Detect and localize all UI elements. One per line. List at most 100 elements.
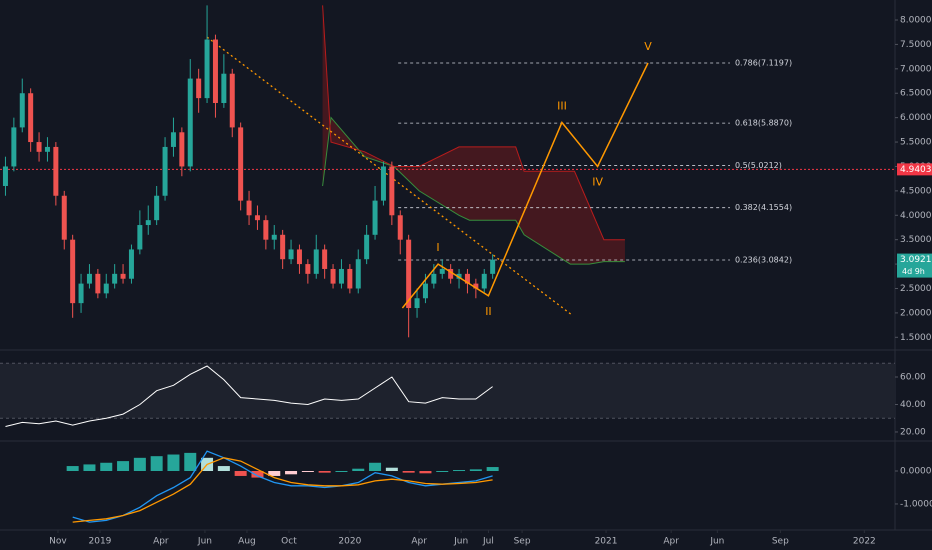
candle-body xyxy=(95,273,101,294)
price-line-label: 4.9403 xyxy=(900,165,932,175)
macd-line xyxy=(72,450,493,523)
candle-body xyxy=(456,273,462,279)
candle-body xyxy=(347,268,353,289)
candle-body xyxy=(322,249,328,269)
candle-body xyxy=(380,166,386,201)
candle-body xyxy=(406,239,412,309)
x-tick-label: Sep xyxy=(514,537,531,547)
signal-line xyxy=(72,457,493,523)
wave-label: III xyxy=(557,100,567,113)
candle-body xyxy=(338,268,344,284)
candle-body xyxy=(490,259,496,274)
y-tick-label: 4.0000 xyxy=(900,211,932,221)
x-tick-label: Aug xyxy=(238,537,256,547)
candle-body xyxy=(11,127,17,167)
x-tick-label: 2020 xyxy=(338,537,361,547)
candle-body xyxy=(28,93,34,143)
y-tick-label: 7.0000 xyxy=(900,64,932,74)
x-tick-label: Jun xyxy=(453,537,468,547)
macd-histogram-bar xyxy=(167,454,180,472)
candle-body xyxy=(196,78,202,99)
candle-body xyxy=(221,73,227,103)
x-tick-label: Oct xyxy=(281,537,297,547)
x-tick-label: Nov xyxy=(49,537,67,547)
x-tick-label: Apr xyxy=(153,537,169,547)
macd-histogram-bar xyxy=(385,467,398,472)
y-tick-label: 2.0000 xyxy=(900,308,932,318)
y-tick-label: 6.5000 xyxy=(900,89,932,99)
macd-histogram-bar xyxy=(184,452,197,472)
macd-histogram-bar xyxy=(285,471,298,475)
candle-body xyxy=(473,283,479,289)
rsi-band xyxy=(0,363,895,419)
macd-histogram-bar xyxy=(335,471,348,473)
wave-label: II xyxy=(485,305,492,318)
candle-body xyxy=(61,195,67,240)
macd-histogram-bar xyxy=(100,462,113,472)
candle-body xyxy=(254,215,260,221)
wave-label: IV xyxy=(592,175,603,188)
y-tick-label: 7.5000 xyxy=(900,40,932,50)
fib-label: 0.618(5.8870) xyxy=(735,119,792,128)
x-tick-label: 2019 xyxy=(89,537,112,547)
y-tick-label: 6.0000 xyxy=(900,113,932,123)
candle-body xyxy=(170,132,176,147)
fib-label: 0.5(5.0212) xyxy=(735,161,782,170)
last-price-label: 3.0921 xyxy=(900,255,932,265)
x-tick-label: Jun xyxy=(197,537,212,547)
candle-body xyxy=(2,166,8,186)
candle-body xyxy=(204,39,210,99)
macd-histogram-bar xyxy=(66,466,79,472)
candle-body xyxy=(36,142,42,152)
candle-body xyxy=(414,298,420,309)
candle-body xyxy=(53,146,59,196)
x-tick-label: Jun xyxy=(709,537,724,547)
macd-histogram-bar xyxy=(369,462,382,472)
x-tick-label: Apr xyxy=(411,537,427,547)
candle-body xyxy=(246,200,252,216)
candle-body xyxy=(355,259,361,289)
candle-body xyxy=(439,268,445,274)
macd-histogram-bar xyxy=(318,471,331,473)
y-tick-label: 3.5000 xyxy=(900,235,932,245)
macd-histogram-bar xyxy=(486,467,499,472)
candle-body xyxy=(397,215,403,240)
macd-histogram-bar xyxy=(133,457,146,472)
candle-body xyxy=(372,200,378,235)
candle-body xyxy=(238,127,244,201)
x-tick-label: Apr xyxy=(663,537,679,547)
candle-body xyxy=(103,283,109,294)
candle-body xyxy=(464,273,470,284)
x-tick-label: 2022 xyxy=(853,537,876,547)
cloud-fill xyxy=(322,5,625,265)
macd-histogram-bar xyxy=(352,468,365,472)
last-price-box xyxy=(897,253,932,278)
macd-histogram-bar xyxy=(402,471,415,473)
candle-body xyxy=(389,166,395,216)
candle-body xyxy=(187,78,193,167)
candle-body xyxy=(179,132,185,167)
x-tick-label: 2021 xyxy=(595,537,618,547)
fib-label: 0.236(3.0842) xyxy=(735,255,792,264)
y-tick-label: 5.5000 xyxy=(900,138,932,148)
candle-body xyxy=(78,283,84,304)
cloud-span-b xyxy=(322,5,625,241)
countdown-label: 4d 9h xyxy=(902,267,925,276)
macd-histogram-bar xyxy=(217,466,230,472)
x-tick-label: Sep xyxy=(772,537,789,547)
macd-histogram-bar xyxy=(419,471,432,474)
candle-body xyxy=(128,249,134,279)
cloud-span-a xyxy=(322,116,625,265)
candle-body xyxy=(422,283,428,299)
macd-histogram-bar xyxy=(453,470,466,472)
candle-body xyxy=(86,273,92,284)
rsi-line xyxy=(5,365,493,427)
rsi-tick-label: 60.00 xyxy=(900,373,926,383)
y-tick-label: 8.0000 xyxy=(900,16,932,26)
candle-body xyxy=(263,220,269,240)
candle-body xyxy=(313,249,319,274)
macd-histogram-bar xyxy=(469,469,482,472)
macd-histogram-bar xyxy=(251,471,264,478)
candle-body xyxy=(296,249,302,265)
